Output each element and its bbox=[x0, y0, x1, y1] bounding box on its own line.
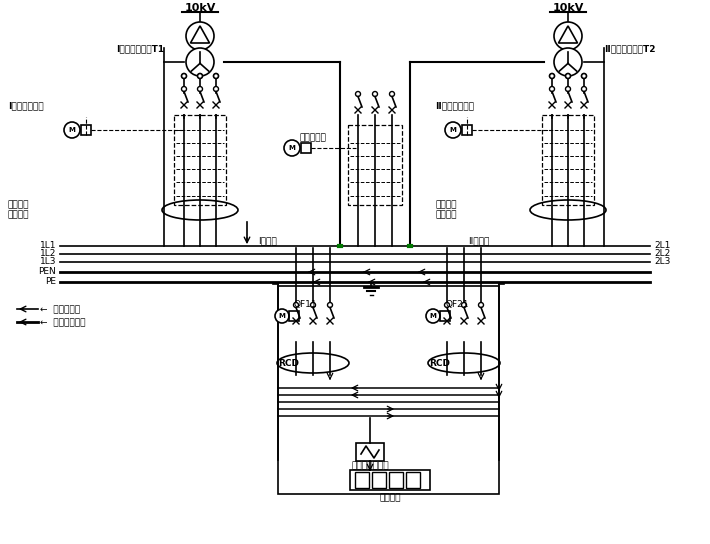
Circle shape bbox=[356, 91, 361, 96]
Circle shape bbox=[284, 140, 300, 156]
Bar bbox=[289, 311, 299, 321]
Circle shape bbox=[581, 73, 586, 78]
Circle shape bbox=[390, 91, 395, 96]
Circle shape bbox=[373, 91, 378, 96]
Bar bbox=[356, 443, 384, 461]
Text: 用电设备: 用电设备 bbox=[379, 493, 400, 503]
Text: I段母线: I段母线 bbox=[258, 237, 277, 245]
Circle shape bbox=[327, 302, 332, 307]
Text: M: M bbox=[69, 127, 75, 133]
Circle shape bbox=[550, 86, 555, 91]
Circle shape bbox=[214, 73, 219, 78]
Bar bbox=[174, 115, 226, 205]
Text: RCD: RCD bbox=[278, 358, 299, 368]
Text: M: M bbox=[430, 313, 437, 319]
Text: 接地故障
电流检测: 接地故障 电流检测 bbox=[8, 200, 30, 220]
Text: M: M bbox=[288, 145, 295, 151]
Polygon shape bbox=[190, 26, 209, 43]
Text: 2L1: 2L1 bbox=[654, 242, 670, 250]
Text: QF21: QF21 bbox=[445, 300, 469, 308]
Bar bbox=[301, 143, 311, 153]
Text: RCD: RCD bbox=[429, 358, 450, 368]
Bar bbox=[440, 311, 450, 321]
Text: II段进线断路器: II段进线断路器 bbox=[435, 102, 474, 110]
Text: ←  接地故障电流: ← 接地故障电流 bbox=[40, 318, 85, 327]
Circle shape bbox=[186, 48, 214, 76]
Bar bbox=[348, 125, 402, 205]
Circle shape bbox=[565, 86, 571, 91]
Text: II段母线: II段母线 bbox=[468, 237, 489, 245]
Circle shape bbox=[310, 302, 315, 307]
Circle shape bbox=[186, 22, 214, 50]
Circle shape bbox=[479, 302, 484, 307]
Circle shape bbox=[581, 86, 586, 91]
Circle shape bbox=[554, 22, 582, 50]
Bar bbox=[81, 125, 91, 135]
Text: 接地故障
电流检测: 接地故障 电流检测 bbox=[435, 200, 457, 220]
Text: M: M bbox=[449, 127, 457, 133]
Text: ←  中性线电流: ← 中性线电流 bbox=[40, 306, 80, 314]
Text: I段进线断路器: I段进线断路器 bbox=[8, 102, 43, 110]
Bar bbox=[372, 472, 386, 488]
Text: II段电力变压器T2: II段电力变压器T2 bbox=[604, 45, 655, 53]
Text: 2L3: 2L3 bbox=[654, 257, 670, 267]
Text: QF11: QF11 bbox=[294, 300, 317, 308]
Text: 1L1: 1L1 bbox=[40, 242, 56, 250]
Bar bbox=[350, 470, 430, 490]
Bar bbox=[406, 472, 420, 488]
Bar bbox=[389, 472, 403, 488]
Text: 2L2: 2L2 bbox=[654, 250, 670, 258]
Circle shape bbox=[462, 302, 466, 307]
Circle shape bbox=[182, 73, 187, 78]
Text: 10kV: 10kV bbox=[552, 3, 584, 13]
Circle shape bbox=[64, 122, 80, 138]
Text: 母联断路器: 母联断路器 bbox=[300, 133, 327, 143]
Text: PEN: PEN bbox=[38, 268, 56, 276]
Circle shape bbox=[293, 302, 298, 307]
Text: I段电力变压器T1: I段电力变压器T1 bbox=[116, 45, 164, 53]
Circle shape bbox=[275, 309, 289, 323]
Circle shape bbox=[444, 302, 449, 307]
Circle shape bbox=[214, 86, 219, 91]
Bar bbox=[278, 286, 499, 494]
Text: M: M bbox=[278, 313, 285, 319]
Text: 1L3: 1L3 bbox=[40, 257, 56, 267]
Polygon shape bbox=[559, 26, 577, 43]
Circle shape bbox=[197, 73, 202, 78]
Bar bbox=[355, 472, 369, 488]
Circle shape bbox=[182, 86, 187, 91]
Bar bbox=[462, 125, 472, 135]
Circle shape bbox=[426, 309, 440, 323]
Circle shape bbox=[554, 48, 582, 76]
Text: PE: PE bbox=[45, 277, 56, 287]
Circle shape bbox=[445, 122, 461, 138]
Circle shape bbox=[565, 73, 571, 78]
Circle shape bbox=[197, 86, 202, 91]
Text: 1L2: 1L2 bbox=[40, 250, 56, 258]
Bar bbox=[542, 115, 594, 205]
Text: 单相接地故障点: 单相接地故障点 bbox=[351, 461, 389, 471]
Text: 10kV: 10kV bbox=[185, 3, 216, 13]
Circle shape bbox=[550, 73, 555, 78]
